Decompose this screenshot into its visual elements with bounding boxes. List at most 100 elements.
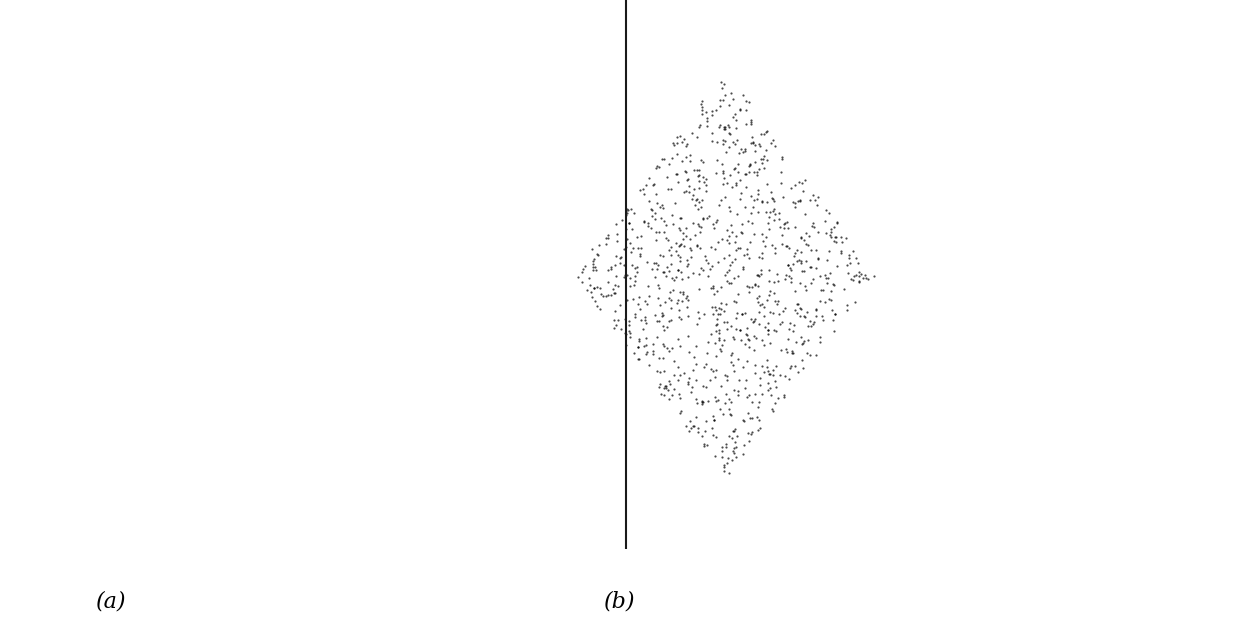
Point bbox=[672, 306, 691, 316]
Point bbox=[730, 274, 750, 285]
Point bbox=[793, 404, 813, 414]
Point bbox=[730, 467, 750, 477]
Point bbox=[760, 214, 779, 224]
Point bbox=[579, 245, 598, 255]
Point bbox=[847, 315, 867, 325]
Point bbox=[561, 270, 581, 280]
Point bbox=[706, 242, 726, 252]
Point bbox=[856, 249, 876, 259]
Point bbox=[803, 167, 823, 177]
Point bbox=[641, 191, 660, 202]
Point bbox=[668, 265, 688, 276]
Point bbox=[655, 247, 675, 257]
Point bbox=[622, 203, 642, 213]
Point bbox=[711, 447, 731, 457]
Point bbox=[660, 107, 680, 117]
Point bbox=[720, 169, 740, 179]
Point bbox=[649, 218, 669, 228]
Point bbox=[804, 191, 824, 202]
Point bbox=[632, 398, 652, 408]
Point bbox=[743, 212, 763, 223]
Point bbox=[854, 300, 873, 311]
Point bbox=[657, 343, 676, 353]
Point bbox=[719, 451, 738, 461]
Point bbox=[674, 278, 694, 288]
Point bbox=[860, 278, 880, 288]
Point bbox=[740, 350, 760, 360]
Point bbox=[652, 115, 672, 126]
Point bbox=[735, 327, 755, 338]
Point bbox=[675, 424, 695, 434]
Point bbox=[607, 277, 627, 287]
Point bbox=[730, 399, 750, 410]
Point bbox=[818, 293, 838, 303]
Point bbox=[646, 126, 665, 136]
Point bbox=[769, 216, 789, 226]
Point bbox=[627, 165, 647, 175]
Point bbox=[644, 203, 664, 213]
Point bbox=[665, 259, 685, 269]
Point bbox=[757, 325, 777, 335]
Point bbox=[809, 375, 829, 385]
Point bbox=[878, 335, 898, 345]
Point bbox=[654, 345, 674, 355]
Point bbox=[776, 315, 795, 325]
Point bbox=[600, 242, 620, 252]
Point bbox=[787, 364, 807, 375]
Point bbox=[735, 205, 755, 216]
Point bbox=[800, 306, 820, 316]
Point bbox=[653, 180, 673, 190]
Point bbox=[657, 352, 676, 362]
Point bbox=[639, 248, 659, 258]
Point bbox=[758, 262, 778, 272]
Point bbox=[672, 343, 691, 353]
Point bbox=[657, 290, 676, 300]
Point bbox=[646, 272, 665, 282]
Point bbox=[695, 297, 715, 308]
Point bbox=[782, 193, 802, 203]
Point bbox=[795, 285, 815, 295]
Point bbox=[703, 228, 722, 238]
Point bbox=[689, 454, 709, 464]
Point bbox=[876, 262, 896, 272]
Point bbox=[844, 329, 864, 339]
Point bbox=[799, 151, 819, 161]
Point bbox=[665, 442, 685, 452]
Point bbox=[748, 271, 768, 281]
Point bbox=[653, 263, 673, 273]
Point bbox=[717, 390, 737, 400]
Point bbox=[602, 238, 622, 248]
Point bbox=[763, 171, 783, 181]
Point bbox=[725, 163, 745, 173]
Point bbox=[658, 324, 678, 334]
Point bbox=[743, 292, 763, 302]
Point bbox=[781, 363, 800, 373]
Point bbox=[767, 165, 787, 175]
Point bbox=[676, 302, 696, 313]
Point bbox=[710, 122, 730, 132]
Point bbox=[684, 248, 704, 258]
Point bbox=[667, 190, 686, 200]
Point bbox=[764, 292, 784, 302]
Point bbox=[854, 417, 873, 427]
Point bbox=[688, 315, 707, 325]
Point bbox=[545, 258, 565, 268]
Point bbox=[725, 320, 745, 330]
Point bbox=[565, 262, 585, 272]
Point bbox=[627, 285, 647, 295]
Point bbox=[730, 108, 750, 119]
Point bbox=[624, 161, 644, 171]
Point bbox=[644, 140, 664, 150]
Point bbox=[709, 293, 729, 304]
Point bbox=[596, 234, 616, 244]
Point bbox=[768, 317, 788, 327]
Point bbox=[735, 235, 755, 245]
Point bbox=[564, 307, 584, 317]
Point bbox=[608, 283, 628, 293]
Point bbox=[647, 288, 667, 299]
Point bbox=[808, 227, 828, 237]
Point bbox=[605, 243, 624, 253]
Point bbox=[621, 161, 641, 171]
Point bbox=[681, 228, 701, 238]
Point bbox=[632, 211, 652, 221]
